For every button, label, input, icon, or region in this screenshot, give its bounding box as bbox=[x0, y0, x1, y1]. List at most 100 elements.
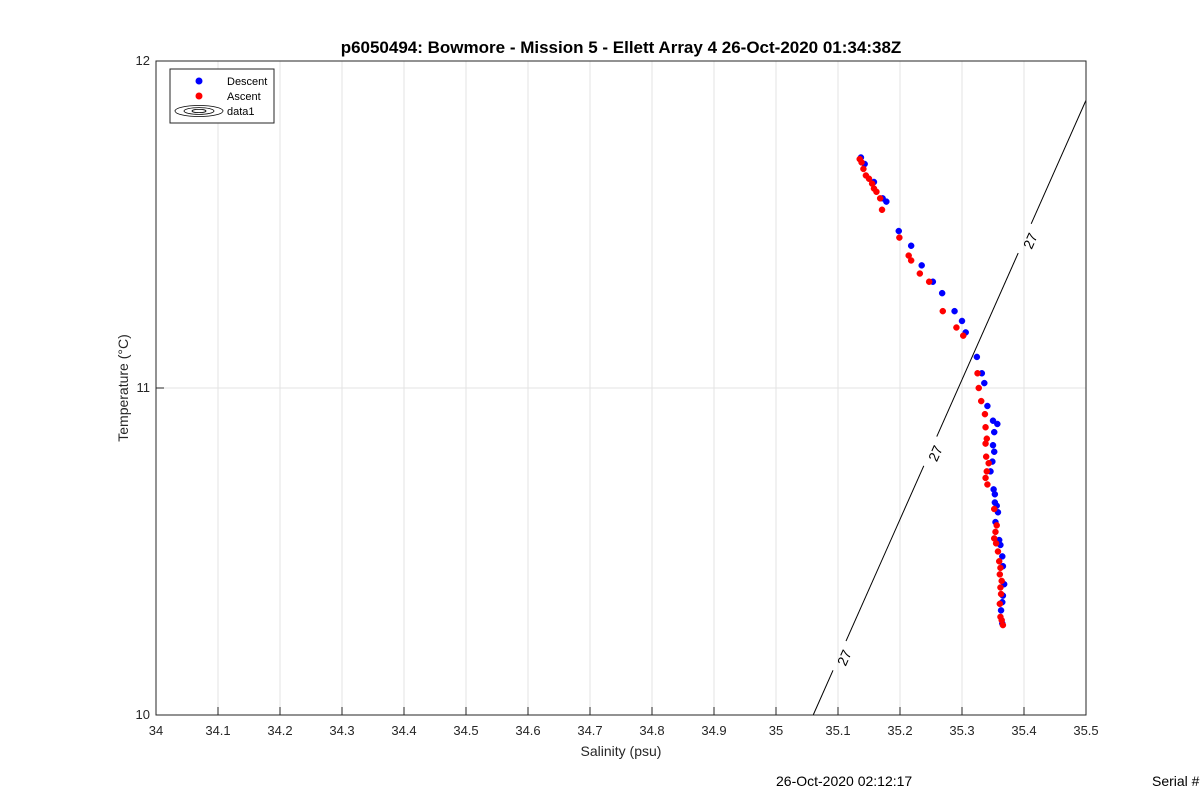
legend-contour-icon bbox=[174, 105, 224, 117]
contour-label: 27 bbox=[1020, 230, 1041, 251]
data-point-ascent bbox=[865, 175, 873, 182]
data-point-ascent bbox=[997, 584, 1004, 591]
data-point-ascent bbox=[878, 206, 886, 214]
data-point-ascent bbox=[998, 577, 1005, 585]
data-point-descent bbox=[999, 553, 1006, 560]
data-point-ascent bbox=[984, 481, 991, 488]
x-tick-label: 34.2 bbox=[267, 723, 292, 738]
data-point-descent bbox=[895, 227, 903, 235]
x-tick-label: 35.5 bbox=[1073, 723, 1098, 738]
y-tick-label: 11 bbox=[137, 380, 151, 395]
data-point-ascent bbox=[982, 440, 989, 447]
x-tick-label: 35.2 bbox=[887, 723, 912, 738]
x-tick-label: 34.3 bbox=[329, 723, 354, 738]
legend-marker-ascent bbox=[195, 92, 203, 100]
x-tick-label: 34.8 bbox=[639, 723, 664, 738]
data-point-descent bbox=[994, 420, 1001, 428]
legend-contour-icon bbox=[183, 107, 215, 115]
data-series bbox=[856, 154, 1008, 629]
data-point-descent bbox=[958, 317, 966, 325]
x-tick-label: 34 bbox=[149, 723, 163, 738]
data-point-ascent bbox=[916, 270, 924, 277]
contour-line-segment bbox=[812, 670, 834, 716]
x-tick-label: 35 bbox=[769, 723, 783, 738]
contour-line-segment bbox=[936, 252, 1019, 437]
series-ascent bbox=[856, 155, 1007, 629]
x-tick-label: 34.5 bbox=[453, 723, 478, 738]
data-point-ascent bbox=[982, 453, 990, 460]
x-tick-label: 34.7 bbox=[577, 723, 602, 738]
data-point-descent bbox=[938, 289, 946, 297]
data-point-descent bbox=[981, 379, 988, 387]
data-point-descent bbox=[989, 417, 997, 424]
footer-serial: Serial # bbox=[1152, 773, 1200, 789]
legend-label-descent: Descent bbox=[227, 76, 267, 88]
data-point-ascent bbox=[992, 540, 1000, 547]
data-point-ascent bbox=[876, 195, 884, 202]
footer-timestamp: 26-Oct-2020 02:12:17 bbox=[776, 773, 913, 789]
data-point-descent bbox=[991, 491, 999, 498]
data-point-ascent bbox=[995, 558, 1003, 565]
data-point-descent bbox=[973, 353, 981, 361]
data-point-ascent bbox=[983, 468, 991, 475]
legend-label-data1: data1 bbox=[227, 106, 255, 118]
contour-label: 27 bbox=[925, 443, 946, 464]
y-tick-label: 10 bbox=[136, 707, 150, 722]
data-point-descent bbox=[907, 242, 915, 250]
legend-contour-icon bbox=[191, 109, 207, 114]
data-point-ascent bbox=[953, 324, 960, 331]
data-point-ascent bbox=[858, 159, 865, 166]
contour-line-segment bbox=[1030, 100, 1087, 224]
contour-line-segment bbox=[845, 465, 925, 642]
data-point-descent bbox=[989, 441, 997, 449]
data-point-descent bbox=[984, 402, 991, 410]
x-axis-label: Salinity (psu) bbox=[581, 743, 662, 759]
legend-marker-descent bbox=[195, 77, 203, 85]
plot-axes: 27 27 27 34 34.1 34.2 34.3 34.4 34.5 34.6 34.7 34.… bbox=[136, 53, 1099, 738]
data-point-ascent bbox=[997, 590, 1005, 598]
data-point-ascent bbox=[974, 370, 981, 377]
data-point-ascent bbox=[997, 564, 1004, 572]
contour-label: 27 bbox=[834, 647, 855, 668]
data-point-ascent bbox=[860, 165, 867, 173]
data-point-ascent bbox=[907, 257, 915, 264]
data-point-descent bbox=[951, 307, 958, 315]
data-point-descent bbox=[997, 607, 1005, 614]
data-point-ascent bbox=[977, 397, 985, 405]
data-point-ascent bbox=[992, 528, 999, 536]
data-point-ascent bbox=[996, 571, 1004, 578]
legend-box bbox=[169, 68, 275, 124]
chart-title: p6050494: Bowmore - Mission 5 - Ellett A… bbox=[341, 38, 902, 57]
x-tick-label: 35.3 bbox=[949, 723, 974, 738]
legend-label-ascent: Ascent bbox=[227, 91, 261, 103]
data-point-ascent bbox=[982, 423, 989, 431]
grid-lines bbox=[156, 61, 1086, 715]
x-tick-label: 34.1 bbox=[205, 723, 230, 738]
data-point-ascent bbox=[996, 600, 1004, 608]
data-point-ascent bbox=[981, 410, 989, 418]
data-point-descent bbox=[883, 198, 890, 205]
legend[interactable]: Descent Ascent data1 bbox=[169, 68, 275, 124]
data-point-ascent bbox=[994, 548, 1002, 555]
data-point-ascent bbox=[993, 522, 1000, 529]
data-point-ascent bbox=[990, 505, 998, 513]
data-point-ascent bbox=[985, 459, 992, 467]
density-contour-27: 27 27 27 bbox=[812, 100, 1087, 716]
data-point-ascent bbox=[982, 474, 989, 482]
axis-ticks: 34 34.1 34.2 34.3 34.4 34.5 34.6 34.7 34.8 34.9 35… bbox=[136, 53, 1099, 738]
x-tick-label: 35.1 bbox=[825, 723, 850, 738]
data-point-ascent bbox=[959, 332, 967, 339]
data-point-descent bbox=[990, 448, 998, 456]
data-point-ascent bbox=[999, 621, 1007, 629]
x-tick-label: 34.9 bbox=[701, 723, 726, 738]
data-point-ascent bbox=[896, 234, 903, 241]
data-point-ascent bbox=[939, 307, 947, 315]
data-point-descent bbox=[918, 262, 925, 269]
y-tick-label: 12 bbox=[136, 53, 150, 68]
data-point-descent bbox=[990, 428, 998, 436]
data-point-ascent bbox=[925, 278, 933, 285]
data-point-ascent bbox=[873, 188, 880, 196]
y-axis-label: Temperature (°C) bbox=[115, 334, 131, 442]
data-point-ascent bbox=[975, 384, 982, 392]
